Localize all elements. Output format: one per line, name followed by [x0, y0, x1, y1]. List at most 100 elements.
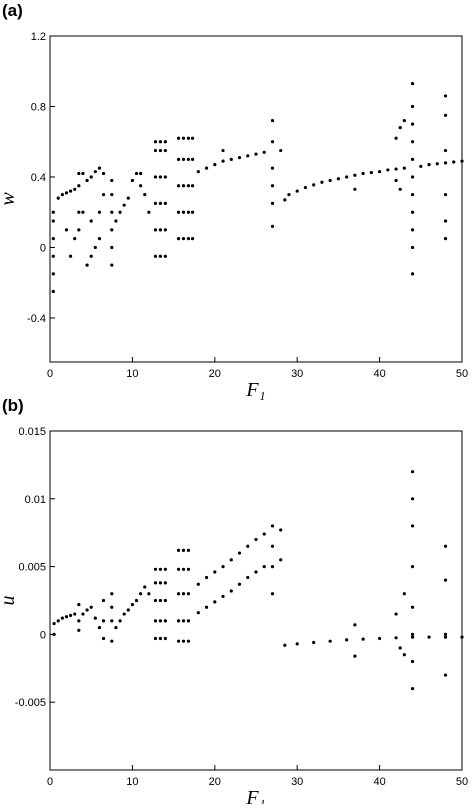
point [158, 140, 163, 144]
point [320, 180, 324, 184]
point [181, 592, 186, 596]
point [213, 163, 217, 167]
point [97, 210, 102, 214]
point [353, 623, 357, 627]
point [110, 228, 114, 232]
point [51, 289, 55, 294]
point [114, 626, 118, 630]
point [394, 612, 398, 616]
point [181, 619, 186, 623]
y-tick-label: 0.005 [18, 562, 46, 574]
point [139, 184, 143, 188]
point [81, 171, 85, 176]
point [270, 524, 275, 528]
point [176, 567, 181, 571]
point [229, 558, 233, 562]
point [77, 171, 81, 176]
point [353, 654, 357, 658]
point [361, 171, 365, 176]
point [118, 619, 122, 623]
point [394, 636, 398, 640]
point [443, 219, 448, 223]
point [204, 605, 209, 609]
point [435, 162, 439, 166]
point [110, 592, 114, 596]
point [270, 592, 275, 596]
point [410, 192, 415, 197]
point [110, 619, 114, 623]
point [186, 619, 191, 623]
point [126, 196, 130, 200]
point [126, 608, 130, 612]
point [270, 140, 275, 144]
point [64, 615, 69, 619]
point [443, 192, 448, 197]
point [158, 201, 163, 206]
point [410, 81, 415, 86]
point [181, 210, 186, 214]
point [410, 272, 415, 276]
point [60, 192, 64, 197]
x-tick-label: 0 [47, 368, 53, 380]
point [101, 171, 106, 176]
plot-frame [49, 35, 463, 363]
point [181, 184, 186, 188]
x-tick-label: 40 [373, 368, 385, 380]
point [56, 619, 60, 623]
y-tick-label: 0.01 [25, 494, 46, 506]
point [69, 254, 73, 258]
point [153, 254, 158, 258]
point [345, 175, 349, 179]
y-tick-label: 0.015 [18, 426, 46, 438]
y-tick-label: 0 [40, 629, 46, 641]
point [69, 189, 73, 193]
point [270, 224, 275, 228]
point [101, 192, 106, 197]
point [77, 619, 81, 623]
point [410, 210, 415, 214]
point [163, 140, 167, 144]
point [110, 178, 114, 183]
point [56, 196, 60, 200]
point [77, 228, 81, 232]
y-tick-label: 0.4 [31, 172, 46, 184]
x-tick-label: 40 [373, 776, 385, 788]
point [295, 189, 299, 193]
point [158, 598, 163, 603]
point [378, 170, 382, 174]
point [295, 642, 299, 646]
x-tick-label: 50 [456, 368, 468, 380]
point [163, 636, 167, 641]
point [190, 237, 195, 241]
point [443, 237, 448, 241]
point [176, 157, 181, 161]
point [398, 126, 402, 130]
point [410, 122, 415, 126]
point [460, 635, 464, 639]
point [221, 159, 225, 163]
point [443, 148, 448, 153]
point [64, 191, 69, 195]
point [221, 148, 225, 153]
point [398, 646, 402, 650]
point [410, 687, 415, 691]
point [186, 184, 191, 188]
point [237, 155, 242, 160]
point [270, 166, 275, 170]
point [176, 136, 181, 140]
point [410, 470, 415, 474]
point [443, 113, 448, 117]
point [283, 198, 287, 202]
x-tick-label: 10 [126, 776, 138, 788]
point [143, 192, 147, 197]
x-tick-label: 50 [456, 776, 468, 788]
y-tick-label: 1.2 [31, 31, 46, 43]
point [181, 548, 186, 552]
point [153, 175, 158, 179]
point [176, 184, 181, 188]
point [153, 148, 158, 153]
point [81, 612, 85, 616]
x-tick-label: 20 [209, 776, 221, 788]
point [186, 136, 191, 140]
point [378, 636, 382, 641]
